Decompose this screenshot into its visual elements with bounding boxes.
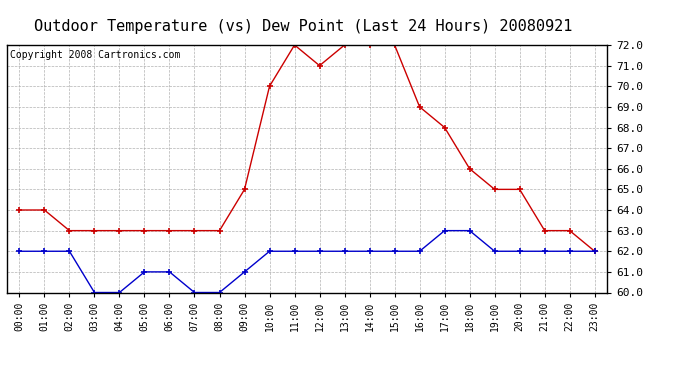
Text: Copyright 2008 Cartronics.com: Copyright 2008 Cartronics.com: [10, 50, 180, 60]
Text: Outdoor Temperature (vs) Dew Point (Last 24 Hours) 20080921: Outdoor Temperature (vs) Dew Point (Last…: [34, 19, 573, 34]
